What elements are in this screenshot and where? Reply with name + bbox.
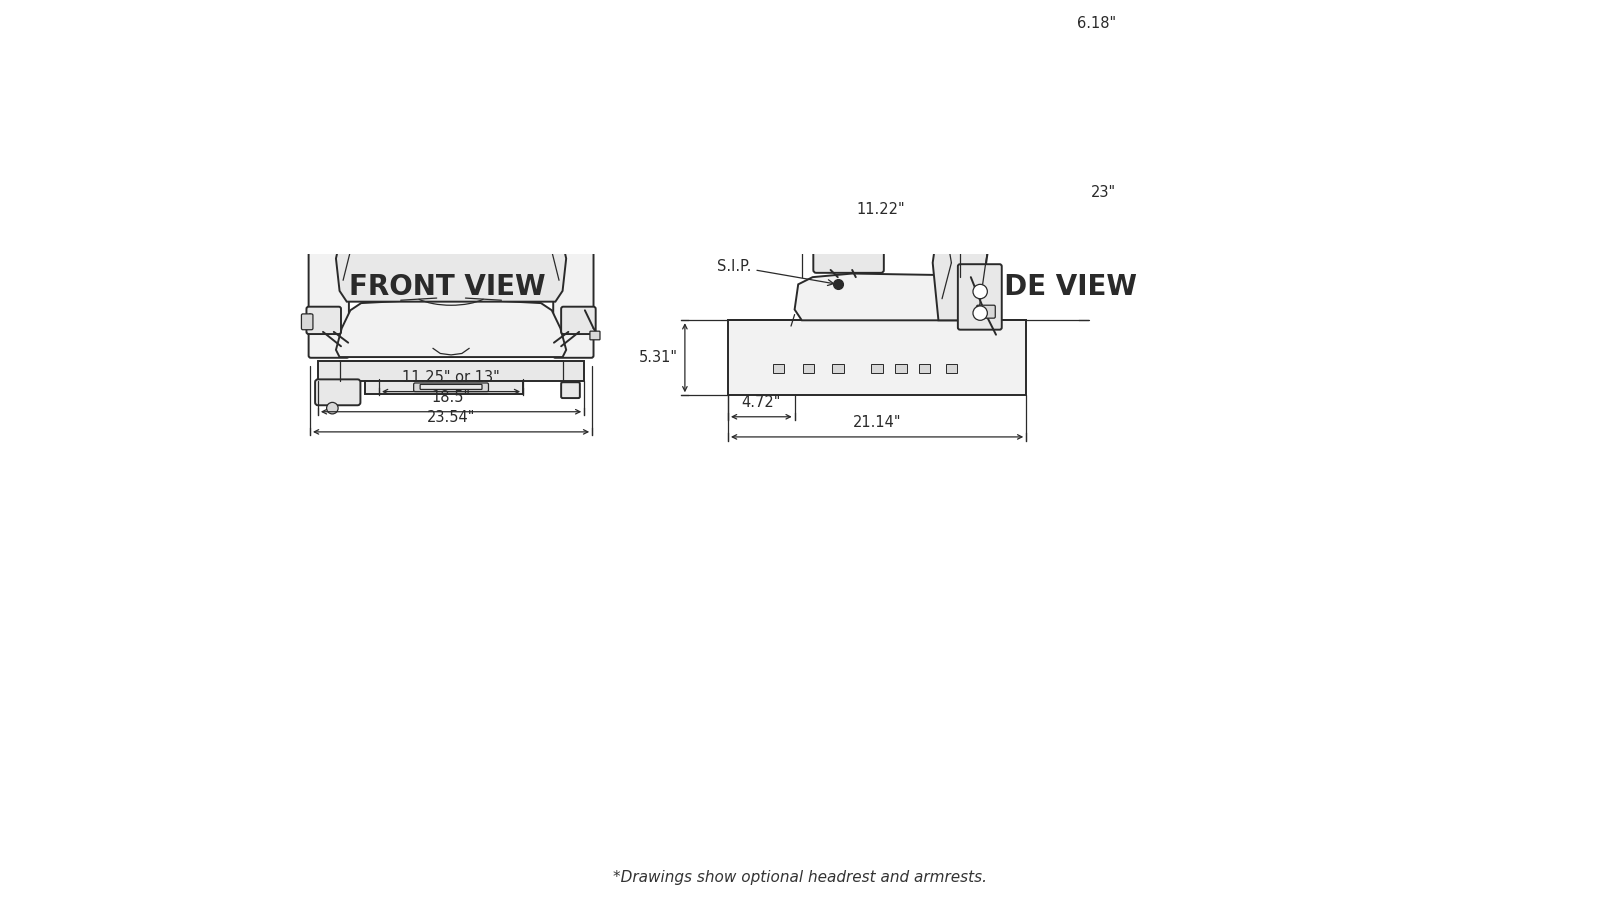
Polygon shape (336, 203, 566, 302)
FancyBboxPatch shape (554, 209, 594, 358)
FancyBboxPatch shape (309, 209, 349, 358)
Text: S.I.P.: S.I.P. (717, 259, 834, 285)
Bar (832, 364, 843, 372)
Bar (918, 364, 930, 372)
FancyBboxPatch shape (315, 380, 360, 405)
FancyBboxPatch shape (301, 313, 314, 330)
FancyBboxPatch shape (307, 307, 341, 334)
Circle shape (973, 284, 987, 299)
FancyBboxPatch shape (421, 384, 482, 390)
Polygon shape (336, 297, 566, 357)
Bar (894, 364, 907, 372)
Circle shape (973, 306, 987, 321)
FancyBboxPatch shape (976, 305, 995, 318)
Polygon shape (333, 82, 570, 208)
Bar (870, 364, 883, 372)
Polygon shape (976, 0, 1000, 67)
Circle shape (326, 402, 338, 414)
Text: SIDE VIEW: SIDE VIEW (974, 273, 1138, 301)
Text: 21.14": 21.14" (853, 416, 901, 430)
Bar (728, 321, 1026, 395)
FancyBboxPatch shape (958, 265, 1002, 330)
Polygon shape (933, 60, 1014, 321)
FancyBboxPatch shape (318, 361, 584, 381)
Text: 11.25" or 13": 11.25" or 13" (402, 371, 499, 385)
Text: 4.72": 4.72" (742, 395, 781, 410)
Text: FRONT VIEW: FRONT VIEW (349, 273, 546, 301)
Text: *Drawings show optional headrest and armrests.: *Drawings show optional headrest and arm… (613, 870, 987, 885)
Text: 11.22": 11.22" (856, 202, 906, 217)
Text: 23": 23" (1091, 185, 1117, 200)
Polygon shape (390, 0, 512, 83)
FancyBboxPatch shape (414, 383, 488, 391)
Bar (946, 364, 957, 372)
Polygon shape (362, 0, 541, 87)
Text: 18.5": 18.5" (432, 390, 470, 405)
Text: 5.31": 5.31" (638, 351, 678, 365)
Polygon shape (795, 274, 958, 321)
FancyBboxPatch shape (590, 332, 600, 340)
Text: 23.54": 23.54" (427, 410, 475, 426)
Text: 6.18": 6.18" (1077, 16, 1115, 31)
Bar (773, 364, 784, 372)
FancyBboxPatch shape (562, 307, 595, 334)
Polygon shape (968, 0, 1010, 71)
Bar (803, 364, 814, 372)
Bar (365, 381, 523, 394)
FancyBboxPatch shape (813, 247, 883, 273)
FancyBboxPatch shape (562, 382, 579, 398)
